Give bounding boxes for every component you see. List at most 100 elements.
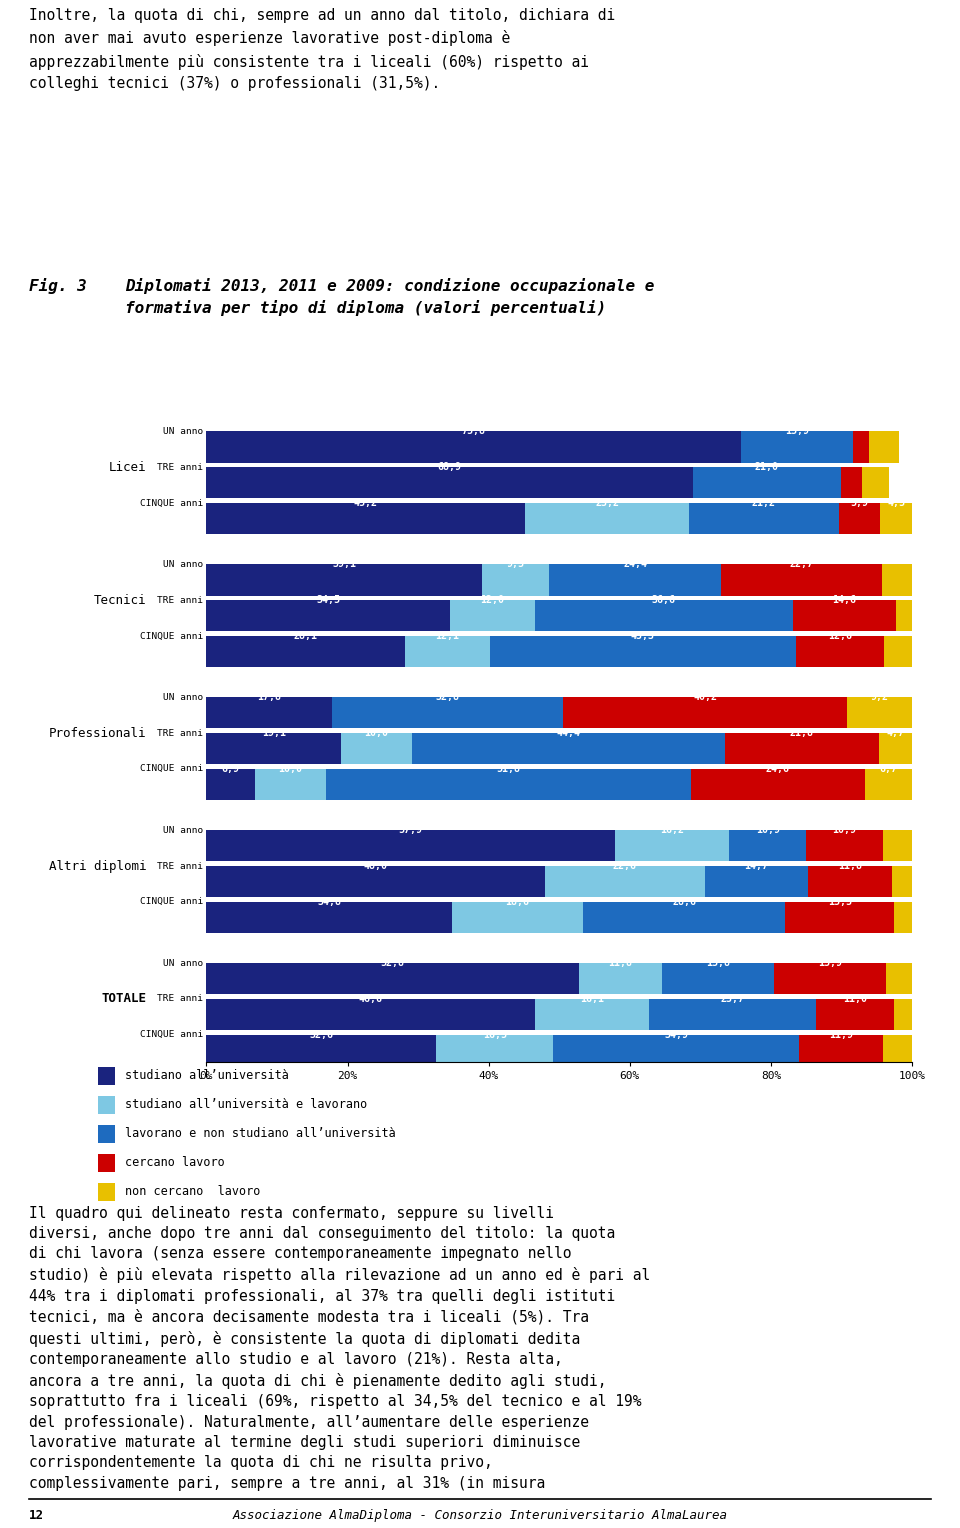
Text: TRE anni: TRE anni [156, 596, 203, 605]
Text: Professionali: Professionali [49, 727, 147, 740]
Text: 10,9: 10,9 [756, 825, 780, 836]
Text: 15,9: 15,9 [818, 958, 842, 969]
Text: 17,8: 17,8 [257, 692, 281, 703]
Text: 22,6: 22,6 [612, 860, 636, 871]
Text: 15,8: 15,8 [706, 958, 730, 969]
Text: 10,0: 10,0 [365, 727, 389, 738]
Text: 23,2: 23,2 [595, 498, 619, 509]
Bar [808, 866, 892, 897]
Text: 16,5: 16,5 [483, 1030, 507, 1041]
Bar [662, 963, 774, 995]
Text: 14,7: 14,7 [744, 860, 768, 871]
Bar [869, 431, 899, 463]
Bar [583, 902, 785, 934]
Bar [705, 866, 808, 897]
Text: CINQUE anni: CINQUE anni [139, 498, 203, 507]
Text: non cercano  lavoro: non cercano lavoro [125, 1184, 260, 1198]
Text: 32,6: 32,6 [309, 1030, 333, 1041]
Text: 10,9: 10,9 [832, 825, 856, 836]
Text: 34,9: 34,9 [664, 1030, 688, 1041]
Text: 4,7: 4,7 [886, 727, 904, 738]
Bar [450, 601, 535, 631]
Text: 9,5: 9,5 [507, 559, 525, 570]
Text: 6,7: 6,7 [879, 764, 898, 775]
Text: lavorano e non studiano all’università: lavorano e non studiano all’università [125, 1128, 396, 1140]
Text: 4,5: 4,5 [887, 498, 905, 509]
Bar [206, 468, 692, 498]
Bar [206, 902, 452, 934]
Bar [405, 636, 490, 668]
Text: 12,0: 12,0 [480, 594, 504, 605]
Bar [206, 866, 545, 897]
Bar [437, 1034, 553, 1067]
Text: 23,7: 23,7 [720, 993, 744, 1004]
Bar [725, 733, 878, 764]
Bar [806, 830, 883, 862]
Bar [892, 866, 912, 897]
Text: CINQUE anni: CINQUE anni [139, 1030, 203, 1039]
Bar [206, 963, 579, 995]
Bar [816, 999, 894, 1030]
Bar [741, 431, 853, 463]
Text: 34,5: 34,5 [316, 594, 340, 605]
Text: UN anno: UN anno [162, 692, 203, 701]
Bar [615, 830, 730, 862]
Text: 36,6: 36,6 [652, 594, 676, 605]
Text: 46,6: 46,6 [359, 993, 383, 1004]
Bar [847, 697, 912, 729]
Bar [206, 697, 332, 729]
Text: 15,5: 15,5 [828, 897, 852, 908]
Bar [553, 1034, 799, 1067]
Text: CINQUE anni: CINQUE anni [139, 764, 203, 773]
Bar [880, 503, 912, 535]
Text: 16,1: 16,1 [580, 993, 604, 1004]
Text: 24,4: 24,4 [623, 559, 647, 570]
Text: 43,3: 43,3 [631, 631, 655, 642]
Text: Il quadro qui delineato resta confermato, seppure su livelli
diversi, anche dopo: Il quadro qui delineato resta confermato… [29, 1206, 650, 1491]
Bar [691, 769, 865, 801]
Text: TRE anni: TRE anni [156, 463, 203, 472]
Text: 11,8: 11,8 [838, 860, 862, 871]
Text: Tecnici: Tecnici [94, 594, 147, 607]
Text: 12,1: 12,1 [436, 631, 460, 642]
Bar [862, 468, 889, 498]
Bar [482, 564, 549, 596]
Bar [579, 963, 662, 995]
Bar [785, 902, 895, 934]
Text: 51,8: 51,8 [496, 764, 520, 775]
Text: Licei: Licei [108, 461, 147, 474]
Text: studiano all’università e lavorano: studiano all’università e lavorano [125, 1099, 368, 1111]
Bar [98, 1068, 115, 1085]
Text: 11,8: 11,8 [609, 958, 633, 969]
Text: UN anno: UN anno [162, 426, 203, 435]
Text: 6,9: 6,9 [222, 764, 240, 775]
Bar [649, 999, 816, 1030]
Bar [412, 733, 725, 764]
Bar [886, 963, 912, 995]
Bar [564, 697, 847, 729]
Bar [525, 503, 689, 535]
Bar [884, 636, 912, 668]
Text: 22,7: 22,7 [789, 559, 813, 570]
Bar [98, 1097, 115, 1114]
Text: 18,6: 18,6 [506, 897, 530, 908]
Text: 28,6: 28,6 [672, 897, 696, 908]
Bar [325, 769, 691, 801]
Bar [689, 503, 839, 535]
Bar [793, 601, 896, 631]
Text: 11,9: 11,9 [829, 1030, 853, 1041]
Text: 21,0: 21,0 [755, 461, 779, 472]
Bar [206, 769, 255, 801]
Text: UN anno: UN anno [162, 559, 203, 568]
Bar [255, 769, 325, 801]
Text: TRE anni: TRE anni [156, 729, 203, 738]
Text: Inoltre, la quota di chi, sempre ad un anno dal titolo, dichiara di
non aver mai: Inoltre, la quota di chi, sempre ad un a… [29, 8, 615, 92]
Bar [865, 769, 912, 801]
Bar [206, 431, 741, 463]
Text: cercano lavoro: cercano lavoro [125, 1155, 225, 1169]
Bar [841, 468, 862, 498]
Text: 19,1: 19,1 [262, 727, 286, 738]
Bar [98, 1183, 115, 1201]
Bar [896, 601, 912, 631]
Text: 52,8: 52,8 [381, 958, 405, 969]
